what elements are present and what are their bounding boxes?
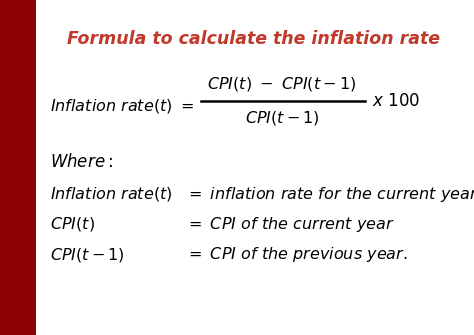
- Text: $\mathbf{\mathit{=\ CPI\ of\ the\ current\ year}}$: $\mathbf{\mathit{=\ CPI\ of\ the\ curren…: [185, 215, 394, 234]
- Bar: [0, 0, 36, 335]
- Text: $\mathbf{\mathit{=\ inflation\ rate\ for\ the\ current\ year;}}$: $\mathbf{\mathit{=\ inflation\ rate\ for…: [185, 185, 474, 204]
- Text: $\mathbf{\mathit{Inflation\ rate(t)}}$: $\mathbf{\mathit{Inflation\ rate(t)}}$: [50, 185, 172, 203]
- Text: Formula to calculate the inflation rate: Formula to calculate the inflation rate: [67, 30, 440, 48]
- Text: $\mathbf{\mathit{CPI(t-1)}}$: $\mathbf{\mathit{CPI(t-1)}}$: [50, 246, 125, 264]
- Text: $\mathbf{\mathit{CPI(t)\ -\ CPI(t-1)}}$: $\mathbf{\mathit{CPI(t)\ -\ CPI(t-1)}}$: [208, 75, 356, 93]
- Text: $\mathbf{\mathit{Where:}}$: $\mathbf{\mathit{Where:}}$: [50, 153, 113, 172]
- Text: $\mathbf{\mathit{=\ CPI\ of\ the\ previous\ year.}}$: $\mathbf{\mathit{=\ CPI\ of\ the\ previo…: [185, 245, 408, 264]
- Text: $\mathbf{\mathit{x\ 100}}$: $\mathbf{\mathit{x\ 100}}$: [372, 91, 420, 110]
- Text: $\mathbf{\mathit{CPI(t-1)}}$: $\mathbf{\mathit{CPI(t-1)}}$: [245, 109, 319, 127]
- Text: $\mathbf{\mathit{Inflation\ rate(t)\ =}}$: $\mathbf{\mathit{Inflation\ rate(t)\ =}}…: [50, 96, 194, 115]
- Text: $\mathbf{\mathit{CPI(t)}}$: $\mathbf{\mathit{CPI(t)}}$: [50, 215, 95, 233]
